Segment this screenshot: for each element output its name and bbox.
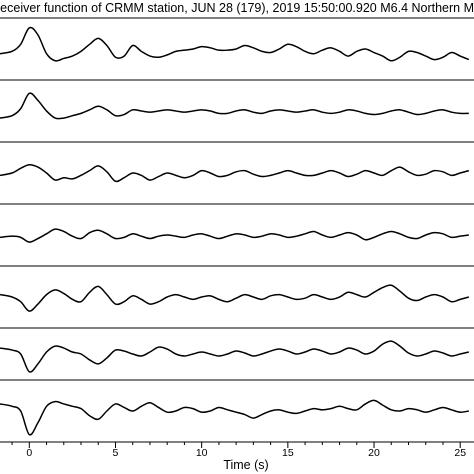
trace-line-4 bbox=[0, 228, 469, 243]
chart-title: receiver function of CRMM station, JUN 2… bbox=[0, 1, 474, 15]
x-tick-label: 15 bbox=[282, 447, 294, 459]
trace-line-7 bbox=[0, 399, 469, 436]
x-axis-label: Time (s) bbox=[223, 458, 268, 472]
trace-line-1 bbox=[0, 26, 470, 62]
trace-line-2 bbox=[0, 92, 469, 120]
trace-panels bbox=[0, 17, 474, 436]
x-tick-label: 10 bbox=[196, 447, 208, 459]
trace-line-3 bbox=[0, 163, 470, 183]
x-tick-label: 25 bbox=[454, 447, 466, 459]
x-tick-label: 20 bbox=[368, 447, 380, 459]
x-tick-label: 5 bbox=[113, 447, 119, 459]
x-axis-ticks: 0 5 10 15 20 25 bbox=[0, 441, 474, 459]
x-tick-label: 0 bbox=[26, 447, 32, 459]
trace-line-6 bbox=[0, 340, 469, 373]
trace-line-5 bbox=[0, 284, 470, 312]
